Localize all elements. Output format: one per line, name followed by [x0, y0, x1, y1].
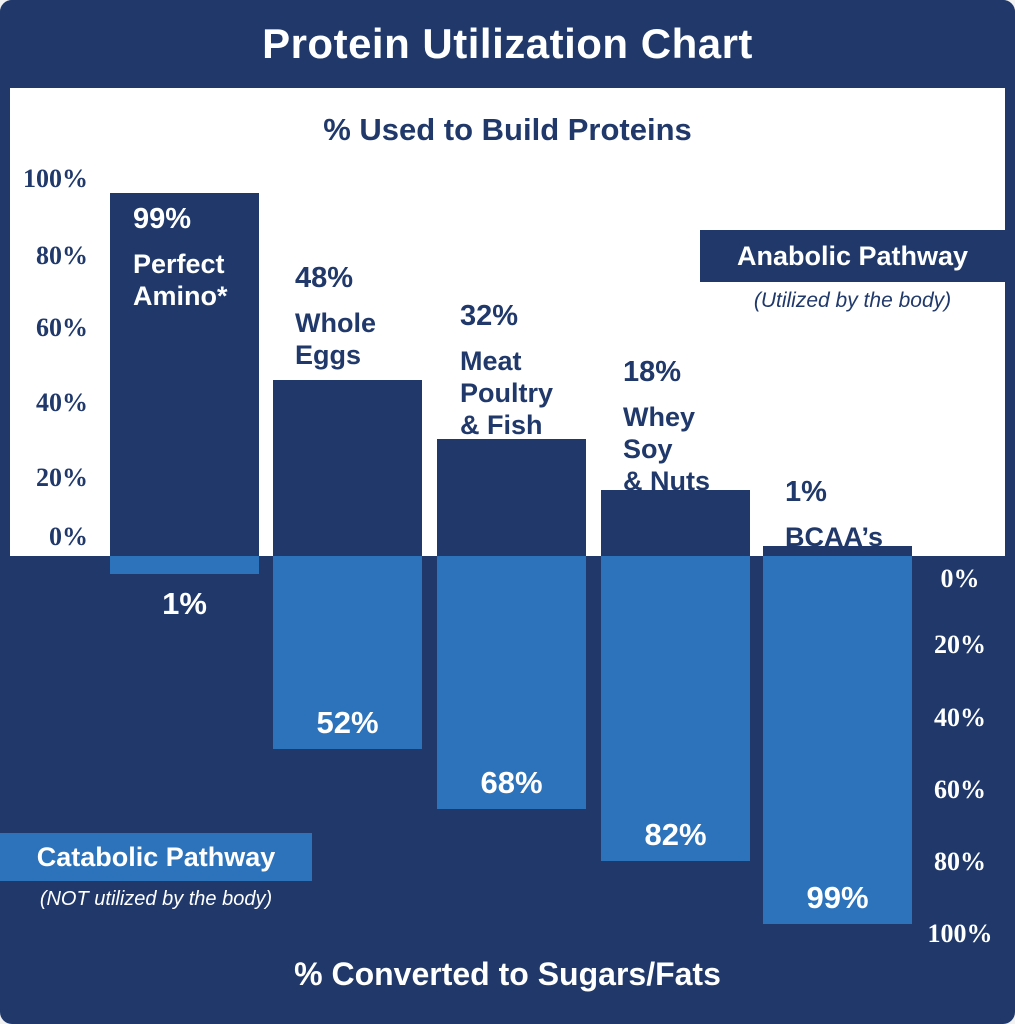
right-axis-tick-20: 20% — [934, 630, 986, 659]
catabolic-value-meat-poultry-fish: 68% — [480, 764, 543, 800]
catabolic-pathway-badge: Catabolic Pathway — [0, 833, 312, 881]
top-axis-label: % Used to Build Proteins — [323, 112, 692, 147]
left-axis-tick-40: 40% — [36, 388, 88, 417]
category-name-line: Poultry — [460, 377, 554, 408]
anabolic-bar-bcaas — [763, 546, 912, 556]
catabolic-value-whey-soy-nuts: 82% — [644, 817, 707, 853]
anabolic-bar-meat-poultry-fish — [437, 438, 586, 556]
right-axis-tick-0: 0% — [940, 564, 980, 593]
catabolic-value-bcaas: 99% — [806, 880, 869, 916]
left-axis-tick-0: 0% — [49, 522, 88, 551]
catabolic-value-perfect-amino: 1% — [162, 586, 207, 621]
category-name-line: Soy — [623, 433, 673, 464]
category-name-line: Amino* — [133, 280, 228, 311]
catabolic-bar-bcaas — [763, 556, 912, 925]
anabolic-value: 18% — [623, 356, 682, 388]
title-banner: Protein Utilization Chart — [0, 0, 1015, 88]
anabolic-value: 32% — [460, 300, 519, 332]
bar-label-meat-poultry-fish: 32% Meat Poultry & Fish — [460, 300, 553, 442]
bar-label-whole-eggs: 48% Whole Eggs — [295, 262, 376, 372]
left-axis-tick-20: 20% — [36, 463, 88, 492]
anabolic-bar-whey-soy-nuts — [601, 489, 750, 556]
left-axis-tick-100: 100% — [23, 164, 88, 193]
right-axis-tick-100: 100% — [927, 919, 993, 948]
catabolic-pathway-label: Catabolic Pathway — [36, 841, 276, 872]
anabolic-value: 48% — [295, 262, 354, 294]
catabolic-bar-whey-soy-nuts — [601, 556, 750, 862]
anabolic-pathway-note: (Utilized by the body) — [753, 289, 952, 312]
catabolic-bar-meat-poultry-fish — [437, 556, 586, 809]
category-name-line: Whole — [295, 308, 376, 338]
category-name-line: Whey — [623, 402, 696, 432]
category-name-line: Perfect — [133, 249, 225, 279]
category-name-line: Meat — [460, 346, 522, 376]
category-name-line: & Nuts — [623, 465, 710, 496]
right-axis-tick-60: 60% — [934, 775, 986, 804]
chart-title: Protein Utilization Chart — [262, 20, 753, 67]
category-name-line: & Fish — [460, 409, 543, 440]
bottom-axis-label: % Converted to Sugars/Fats — [294, 956, 721, 992]
bar-label-whey-soy-nuts: 18% Whey Soy & Nuts — [623, 356, 710, 498]
anabolic-bar-perfect-amino — [110, 192, 259, 556]
left-axis-tick-60: 60% — [36, 313, 88, 342]
anabolic-value: 1% — [785, 476, 827, 508]
catabolic-bar-whole-eggs — [273, 556, 422, 750]
catabolic-bar-perfect-amino — [110, 556, 259, 574]
category-name-line: Eggs — [295, 339, 362, 370]
left-axis-tick-80: 80% — [36, 241, 88, 270]
bar-label-perfect-amino: 99% Perfect Amino* — [133, 203, 228, 313]
category-name-line: BCAA’s — [785, 522, 884, 552]
anabolic-bar-whole-eggs — [273, 379, 422, 556]
bar-label-bcaas: 1% BCAA’s — [785, 476, 883, 554]
catabolic-pathway-note: (NOT utilized by the body) — [39, 888, 273, 910]
anabolic-pathway-label: Anabolic Pathway — [736, 240, 969, 271]
right-axis-tick-80: 80% — [934, 847, 986, 876]
catabolic-value-whole-eggs: 52% — [316, 705, 379, 741]
anabolic-value: 99% — [133, 203, 192, 235]
anabolic-pathway-badge: Anabolic Pathway — [700, 230, 1005, 282]
right-axis-tick-40: 40% — [934, 703, 986, 732]
